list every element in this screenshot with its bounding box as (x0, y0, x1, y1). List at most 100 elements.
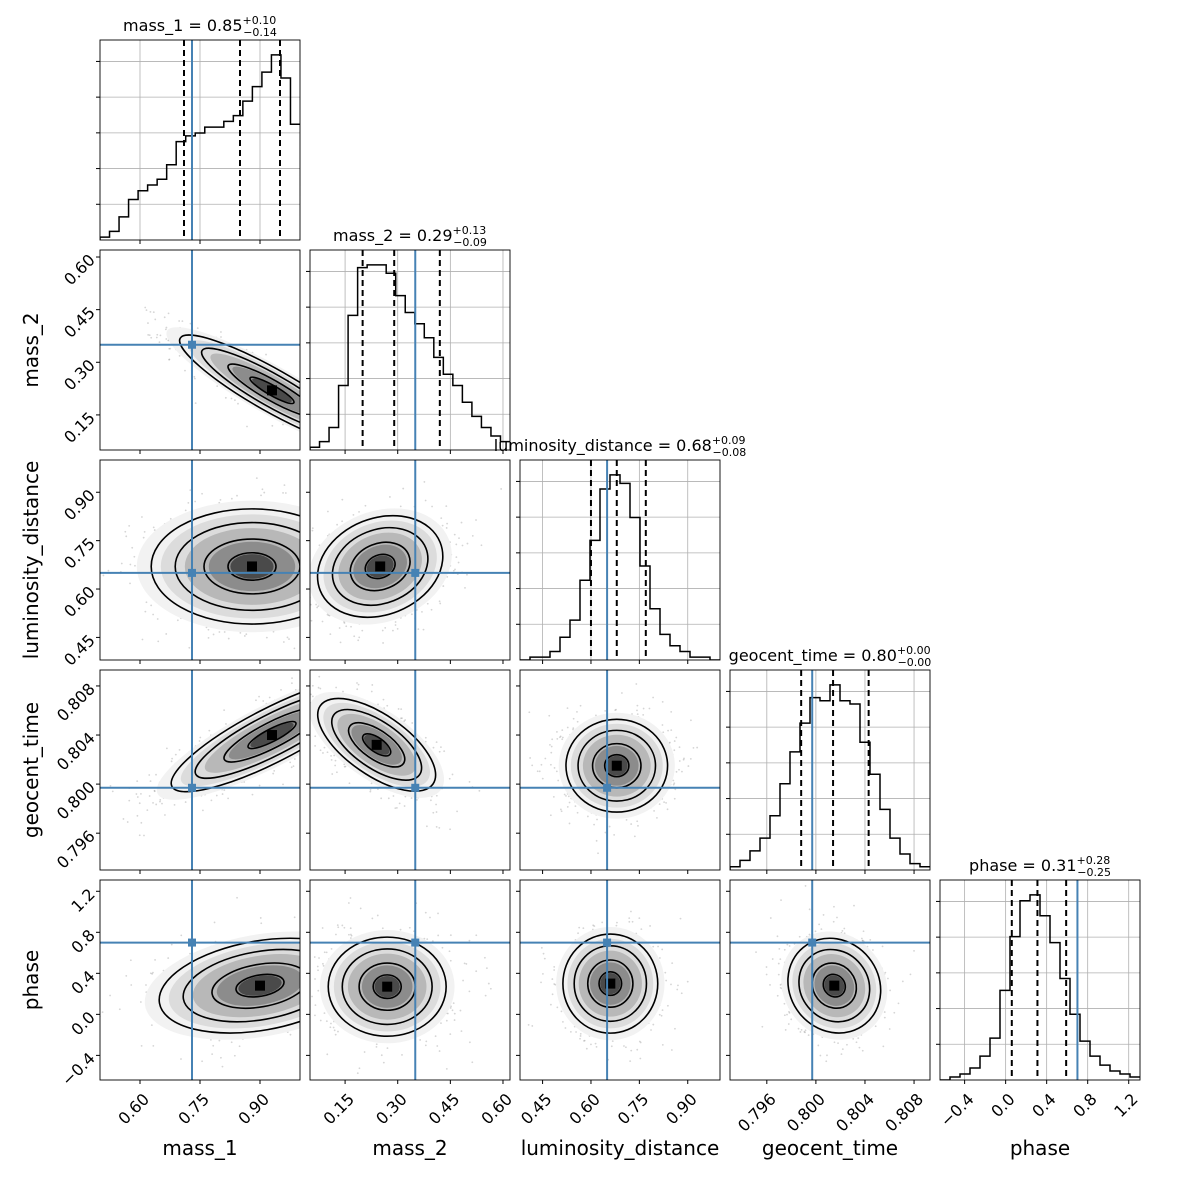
density-contour (316, 697, 437, 793)
x-tick-label: 0.75 (174, 1090, 213, 1129)
density-peak (375, 561, 386, 572)
panel-frame (519, 879, 721, 1081)
density-contour (347, 721, 406, 768)
panel-frame (99, 39, 301, 241)
density-contour (203, 538, 300, 595)
density-peak (371, 739, 382, 750)
density-contour (227, 551, 277, 581)
y-tick-label: 0.4 (67, 967, 98, 998)
x-tick-label: 0.45 (517, 1090, 556, 1129)
x-tick-label: 0.60 (477, 1090, 516, 1129)
x-axis-label-mass_2: mass_2 (372, 1136, 447, 1160)
panel-mass_2-vs-mass_1 (96, 249, 301, 454)
y-axis-label-mass_2: mass_2 (19, 312, 43, 387)
panel-frame (99, 669, 301, 871)
histogram-mass_2 (310, 264, 510, 450)
y-tick-label: 0.800 (53, 777, 99, 823)
density-contour (327, 936, 447, 1038)
panel-title-phase: phase = 0.31+0.28 −0.25 (969, 854, 1111, 879)
density-contour (577, 729, 657, 802)
density-contour (562, 933, 659, 1034)
x-tick-label: 0.4 (1028, 1090, 1059, 1121)
y-tick-label: 0.808 (53, 679, 99, 725)
panel-phase-vs-geocent_time (726, 879, 931, 1084)
panel-luminosity_distance-vs-mass_2 (306, 459, 511, 664)
density-contour (787, 937, 882, 1034)
truth-marker (411, 783, 420, 792)
y-axis-label-luminosity_distance: luminosity_distance (19, 461, 43, 660)
panel-frame (729, 879, 931, 1081)
x-tick-label: 0.60 (114, 1090, 153, 1129)
histogram-luminosity_distance (520, 474, 720, 660)
y-tick-label: 0.90 (60, 486, 99, 525)
histogram-geocent_time (730, 684, 930, 870)
y-tick-label: 0.60 (60, 582, 99, 621)
panel-frame (99, 249, 301, 451)
x-tick-label: 0.804 (832, 1090, 878, 1136)
density-contour (341, 948, 433, 1026)
density-contour (565, 718, 669, 813)
panel-frame (99, 879, 301, 1081)
truth-marker (188, 783, 196, 792)
panel-phase-vs-mass_1 (96, 879, 301, 1084)
density-contour (372, 974, 403, 1000)
density-contour (598, 970, 623, 997)
truth-marker (188, 938, 196, 947)
panel-frame (519, 459, 721, 661)
panel-frame (939, 879, 1141, 1081)
density-contour (586, 959, 634, 1008)
density-contour (316, 514, 444, 619)
panel-frame (309, 249, 511, 451)
panel-frame (729, 669, 931, 871)
density-contour (178, 334, 300, 447)
x-tick-label: 1.2 (1110, 1090, 1141, 1121)
truth-marker (603, 783, 612, 792)
x-axis-label-luminosity_distance: luminosity_distance (521, 1136, 720, 1160)
x-tick-label: −0.4 (937, 1090, 978, 1131)
x-tick-label: 0.90 (234, 1090, 273, 1129)
density-contour (798, 948, 871, 1023)
panel-frame (519, 669, 721, 871)
density-contour (349, 541, 411, 592)
panel-frame (309, 669, 511, 871)
truth-marker (603, 938, 612, 947)
panel-geocent_time-vs-luminosity_distance (516, 669, 721, 874)
truth-marker (188, 340, 196, 349)
density-contour (330, 708, 423, 781)
truth-marker (188, 568, 196, 577)
density-contour (150, 508, 300, 625)
y-tick-label: 0.0 (67, 1008, 98, 1039)
density-contour (170, 677, 300, 793)
density-contour (247, 720, 297, 750)
y-tick-label: 0.60 (60, 250, 99, 289)
density-contour (811, 962, 858, 1010)
y-tick-label: 0.45 (60, 631, 99, 670)
density-contour (200, 347, 300, 434)
density-peak (382, 981, 393, 992)
truth-marker (411, 568, 420, 577)
panel-title-geocent_time: geocent_time = 0.80+0.00 −0.00 (729, 644, 932, 669)
x-axis-label-phase: phase (1010, 1136, 1070, 1160)
x-tick-label: 0.8 (1069, 1090, 1100, 1121)
y-tick-label: 0.15 (60, 408, 99, 447)
density-contour (182, 948, 300, 1023)
x-tick-label: 0.808 (881, 1090, 927, 1136)
density-contour (822, 973, 847, 998)
y-tick-label: 0.804 (53, 728, 99, 774)
density-peak (255, 980, 265, 991)
panel-mass_2-vs-mass_2: mass_2 = 0.29+0.13 −0.09 (306, 224, 511, 454)
x-tick-label: 0.0 (987, 1090, 1018, 1121)
density-contour (211, 962, 300, 1010)
y-tick-label: −0.4 (58, 1049, 99, 1090)
y-tick-label: 0.45 (60, 303, 99, 342)
y-axis-label-geocent_time: geocent_time (19, 702, 43, 838)
truth-marker (808, 938, 817, 947)
panel-phase-vs-phase: phase = 0.31+0.28 −0.25 (936, 854, 1141, 1084)
y-tick-label: 0.8 (67, 926, 98, 957)
y-tick-label: 0.30 (60, 356, 99, 395)
density-contour (331, 526, 429, 606)
density-contour (235, 973, 285, 998)
panel-frame (309, 879, 511, 1081)
density-contour (223, 707, 300, 763)
